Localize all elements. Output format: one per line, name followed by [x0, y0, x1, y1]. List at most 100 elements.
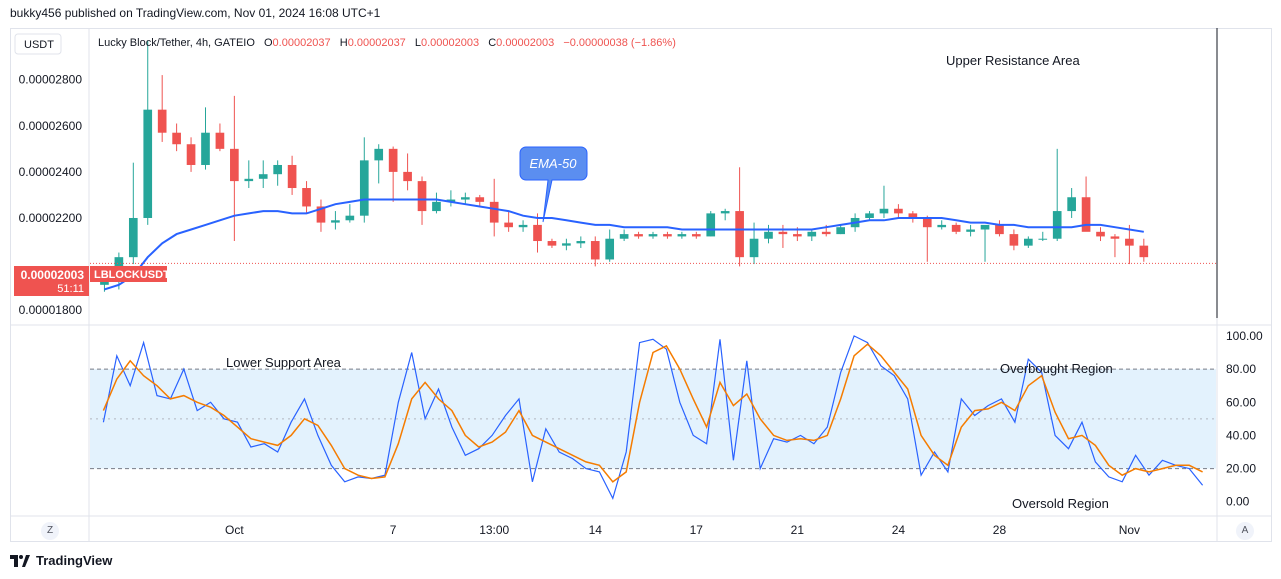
- candle-body: [533, 224, 542, 242]
- price-tag: [14, 266, 89, 296]
- candle-body: [287, 164, 297, 189]
- candle-body: [1096, 231, 1105, 237]
- candle-body: [995, 224, 1004, 235]
- auto-scale-button[interactable]: A: [1236, 522, 1254, 540]
- candle-body: [504, 222, 513, 228]
- candle-body: [619, 234, 629, 239]
- ema-callout: [519, 146, 588, 223]
- candle-body: [691, 234, 701, 237]
- candles-group: [100, 40, 1149, 292]
- candle-body: [1139, 245, 1149, 258]
- candle-body: [258, 174, 268, 179]
- timezone-button[interactable]: Z: [41, 522, 59, 540]
- candle-body: [475, 197, 485, 202]
- candle-body: [316, 206, 326, 223]
- low-label: L: [415, 37, 421, 49]
- candle-body: [1038, 238, 1048, 240]
- time-tick-label: Oct: [225, 523, 244, 537]
- time-tick-label: 14: [589, 523, 603, 537]
- candle-body: [345, 215, 355, 221]
- time-tick-label: 13:00: [479, 523, 509, 537]
- time-tick-label: 28: [993, 523, 1007, 537]
- candle-body: [821, 231, 831, 235]
- stochastic-axis: 100.00 80.00 60.00 40.00 20.00 0.00: [1226, 329, 1263, 509]
- symbol-line: Lucky Block/Tether, 4h, GATEIO O0.000020…: [98, 37, 676, 49]
- candle-body: [894, 208, 903, 214]
- candle-body: [749, 238, 759, 258]
- time-tick-label: 17: [690, 523, 704, 537]
- price-tag-countdown: 51:11: [57, 283, 84, 295]
- price-tick-label: 0.00001800: [19, 303, 83, 317]
- time-tick-label: 21: [791, 523, 805, 537]
- stochastic-tick-label: 80.00: [1226, 362, 1256, 376]
- oversold-label: Oversold Region: [1012, 496, 1109, 511]
- candle-body: [764, 231, 773, 239]
- currency-button[interactable]: [14, 33, 62, 55]
- candle-body: [518, 224, 528, 228]
- symbol-tag-label: LBLOCKUSDT: [94, 269, 170, 281]
- candle-body: [879, 208, 889, 214]
- stochastic-tick-label: 20.00: [1226, 462, 1256, 476]
- ema-50-line: [104, 198, 1144, 291]
- candle-body: [489, 201, 499, 223]
- symbol-title: Lucky Block/Tether, 4h, GATEIO: [98, 37, 255, 49]
- close-value: 0.00002003: [496, 37, 554, 49]
- price-axis: 0.00002800 0.00002600 0.00002400 0.00002200…: [19, 73, 83, 317]
- time-tick-label: 24: [892, 523, 906, 537]
- candle-body: [937, 224, 947, 228]
- candle-body: [807, 231, 817, 237]
- close-label: C: [488, 37, 496, 49]
- candle-body: [128, 217, 138, 258]
- symbol-tag: [90, 266, 167, 282]
- candle-body: [980, 224, 990, 230]
- candle-body: [576, 241, 586, 244]
- time-axis: Oct 7 13:00 14 17 21 24 28 Nov: [225, 523, 1140, 537]
- candle-body: [922, 217, 932, 228]
- stochastic-d-line: [102, 343, 1203, 483]
- candle-body: [966, 229, 975, 232]
- candle-body: [100, 280, 109, 285]
- tradingview-brand[interactable]: TradingView: [10, 553, 112, 568]
- time-tick-label: Nov: [1119, 523, 1140, 537]
- candle-body: [244, 178, 254, 182]
- upper-resistance-label: Upper Resistance Area: [946, 53, 1080, 68]
- candle-body: [1024, 238, 1033, 246]
- candle-body: [590, 241, 600, 260]
- low-value: 0.00002003: [421, 37, 479, 49]
- tradingview-logo-icon: [10, 554, 30, 567]
- time-tick-label: 7: [390, 523, 397, 537]
- candle-body: [1067, 197, 1076, 212]
- change-value: −0.00000038 (−1.86%): [563, 37, 676, 49]
- open-value: 0.00002037: [273, 37, 331, 49]
- high-value: 0.00002037: [348, 37, 406, 49]
- candle-body: [562, 243, 571, 246]
- candle-body: [1125, 238, 1134, 246]
- candle-body: [432, 201, 441, 212]
- candle-body: [735, 211, 744, 258]
- currency-label: USDT: [24, 39, 54, 51]
- candle-body: [1009, 234, 1019, 246]
- candle-body: [836, 227, 845, 235]
- candle-body: [605, 238, 615, 260]
- tradingview-brand-label: TradingView: [36, 553, 113, 568]
- candle-body: [461, 197, 470, 200]
- candle-body: [677, 234, 687, 237]
- candle-body: [273, 164, 282, 175]
- candle-body: [446, 199, 456, 202]
- chart-frame: [10, 28, 1272, 542]
- candle-body: [547, 241, 557, 246]
- candle-body: [403, 171, 412, 182]
- candle-body: [215, 132, 225, 149]
- candle-body: [201, 132, 210, 165]
- candle-body: [417, 181, 427, 212]
- candle-body: [634, 234, 643, 237]
- candle-body: [157, 109, 167, 133]
- open-label: O: [264, 37, 273, 49]
- candle-body: [1110, 236, 1120, 239]
- price-tick-label: 0.00002400: [19, 165, 83, 179]
- lower-support-label: Lower Support Area: [226, 355, 342, 370]
- candle-body: [1052, 211, 1062, 239]
- candle-body: [648, 234, 658, 237]
- candle-body: [865, 213, 874, 218]
